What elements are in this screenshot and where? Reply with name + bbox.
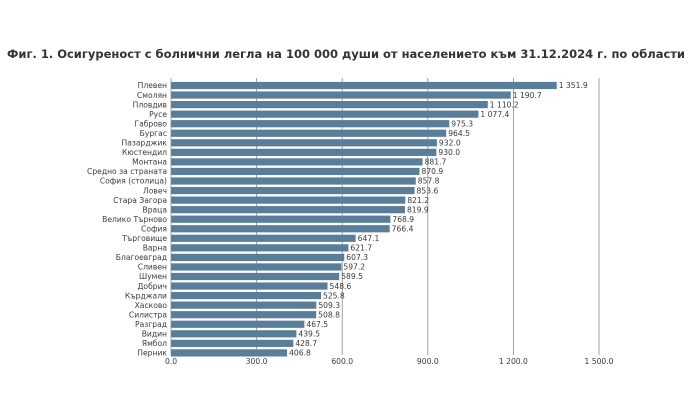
bar <box>171 311 317 319</box>
category-label: Габрово <box>134 119 167 128</box>
bar <box>171 253 345 261</box>
bar <box>171 301 317 309</box>
category-label: Ловеч <box>143 186 167 195</box>
category-label: София (столица) <box>100 177 167 186</box>
value-label: 1 351.9 <box>559 81 588 90</box>
value-label: 819.9 <box>407 205 429 214</box>
value-label: 607.3 <box>346 253 368 262</box>
bar <box>171 272 340 281</box>
bar <box>171 158 423 166</box>
value-label: 439.5 <box>298 330 320 339</box>
bar <box>171 244 349 252</box>
value-label: 406.8 <box>289 349 311 358</box>
value-label: 881.7 <box>425 158 447 167</box>
category-label: Враца <box>142 205 167 214</box>
category-label: Силистра <box>129 310 167 319</box>
value-label: 548.6 <box>330 282 352 291</box>
category-label: Пазарджик <box>122 139 168 148</box>
x-tick-label: 300.0 <box>246 357 268 366</box>
value-label: 467.5 <box>306 320 328 329</box>
x-tick-label: 0.0 <box>165 357 177 366</box>
category-label: Видин <box>142 330 167 339</box>
value-label: 964.5 <box>448 129 470 138</box>
value-label: 428.7 <box>295 339 317 348</box>
bar <box>171 263 342 271</box>
bar <box>171 177 416 185</box>
category-label: Разград <box>135 320 167 329</box>
value-label: 1 110.2 <box>490 100 519 109</box>
bar <box>171 225 390 233</box>
category-label: София <box>141 224 167 233</box>
category-label: Смолян <box>137 91 167 100</box>
bar <box>171 206 405 214</box>
category-label: Пловдив <box>133 100 168 109</box>
category-label: Шумен <box>139 272 167 281</box>
value-label: 821.2 <box>407 196 429 205</box>
bar <box>171 282 328 290</box>
category-label: Монтана <box>132 158 167 167</box>
bar <box>171 215 391 223</box>
bar <box>171 339 294 347</box>
bar <box>171 91 511 99</box>
category-label: Велико Търново <box>102 215 167 224</box>
value-label: 930.0 <box>438 148 460 157</box>
category-label: Благоевград <box>116 253 167 262</box>
bar <box>171 186 415 195</box>
category-label: Варна <box>143 244 167 253</box>
value-label: 1 190.7 <box>513 91 542 100</box>
value-label: 932.0 <box>439 139 461 148</box>
bar <box>171 101 488 109</box>
bar <box>171 129 447 137</box>
bar <box>171 81 557 90</box>
category-label: Сливен <box>138 263 167 272</box>
category-label: Ямбол <box>142 339 167 348</box>
value-label: 857.8 <box>418 177 440 186</box>
bar <box>171 320 305 328</box>
category-label: Добрич <box>137 282 167 291</box>
category-label: Бургас <box>140 129 167 138</box>
bar <box>171 110 479 118</box>
x-tick-label: 600.0 <box>331 357 353 366</box>
value-label: 589.5 <box>341 272 363 281</box>
value-label: 647.1 <box>358 234 380 243</box>
bar <box>171 148 437 156</box>
value-label: 525.8 <box>323 291 345 300</box>
category-label: Търговище <box>121 234 167 243</box>
bar <box>171 234 356 242</box>
chart-title: Фиг. 1. Осигуреност с болнични легла на … <box>7 47 685 61</box>
bar <box>171 139 437 147</box>
value-label: 975.3 <box>451 119 473 128</box>
category-label: Хасково <box>135 301 168 310</box>
category-label: Плевен <box>138 81 167 90</box>
x-tick-label: 1 200.0 <box>499 357 528 366</box>
bar <box>171 167 420 176</box>
value-label: 853.6 <box>417 186 439 195</box>
bar <box>171 120 450 128</box>
category-label: Перник <box>137 349 167 358</box>
bar <box>171 349 288 357</box>
value-label: 766.4 <box>392 224 414 233</box>
x-tick-label: 900.0 <box>417 357 439 366</box>
value-label: 1 077.4 <box>480 110 509 119</box>
value-label: 508.8 <box>318 310 340 319</box>
bar <box>171 292 322 300</box>
value-label: 509.3 <box>318 301 340 310</box>
value-label: 621.7 <box>350 244 372 253</box>
bar <box>171 196 406 204</box>
value-label: 597.2 <box>343 263 365 272</box>
category-label: Русе <box>149 110 167 119</box>
category-label: Средно за страната <box>87 167 167 176</box>
category-label: Кърджали <box>125 291 167 300</box>
category-label: Стара Загора <box>113 196 167 205</box>
category-label: Кюстендил <box>122 148 167 157</box>
value-label: 870.9 <box>421 167 443 176</box>
x-tick-label: 1 500.0 <box>585 357 614 366</box>
value-label: 768.9 <box>392 215 414 224</box>
bar <box>171 330 297 338</box>
